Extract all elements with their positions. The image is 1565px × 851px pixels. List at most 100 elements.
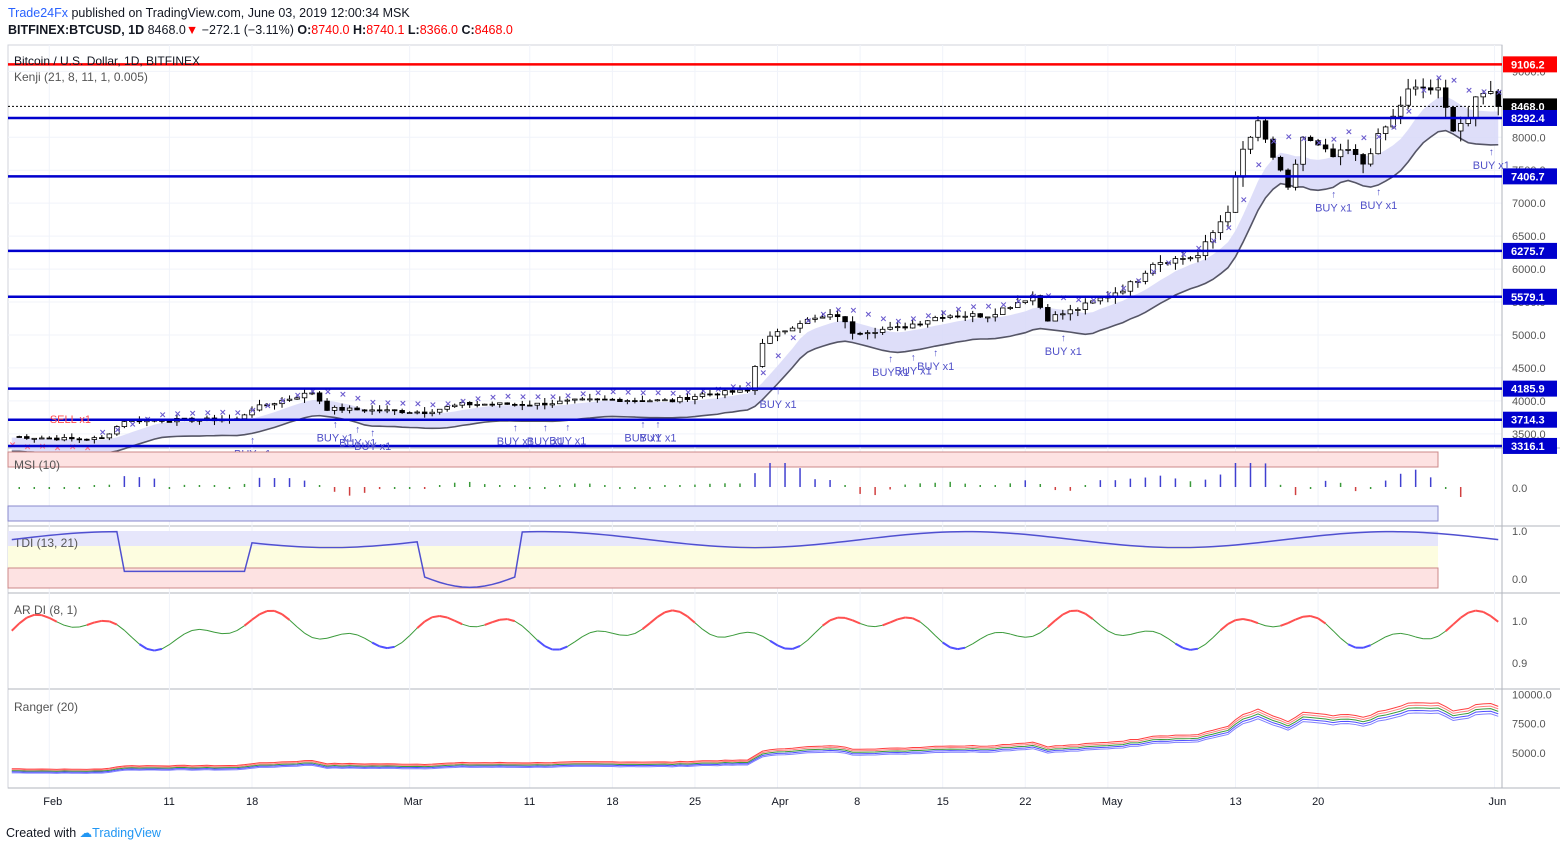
ardi-segment (702, 628, 711, 635)
ardi-segment (724, 634, 733, 638)
candle-body (1082, 302, 1089, 310)
x-tick-label: May (1102, 796, 1123, 808)
candle-body (1225, 211, 1231, 223)
ardi-segment (1054, 613, 1064, 622)
price-label: 5579.1 (1511, 292, 1545, 304)
ardi-segment (401, 635, 410, 643)
candle-body (24, 436, 30, 439)
ardi-segment (311, 636, 320, 640)
ardi-segment (1017, 635, 1026, 638)
ardi-segment (356, 634, 365, 639)
candle-body (677, 397, 683, 403)
sar-mark: × (1420, 86, 1428, 96)
price-label-box (1503, 288, 1557, 305)
candle-body (1412, 86, 1419, 90)
sar-mark: × (69, 443, 77, 453)
chart-frame (7, 44, 1503, 789)
ardi-segment (1010, 633, 1018, 637)
low-value: 8366.0 (419, 23, 458, 37)
candle-body (249, 409, 255, 416)
sar-mark: × (624, 388, 632, 398)
sar-mark: × (129, 420, 137, 430)
price-label: 6275.7 (1511, 246, 1545, 258)
buy-arrow-icon: ↑ (933, 348, 938, 359)
ardi-segment (859, 623, 868, 627)
ardi-segment (1219, 623, 1229, 632)
ardi-segment (1197, 643, 1206, 650)
candle-body (849, 321, 856, 334)
sar-mark: × (1465, 86, 1473, 96)
ardi-segment (41, 614, 50, 619)
ardi-segment (86, 621, 95, 626)
candle-body (662, 399, 668, 402)
candle-body (1180, 258, 1186, 260)
ardi-segment (26, 613, 35, 619)
ardi-segment (627, 633, 636, 636)
ardi-segment (957, 646, 966, 651)
buy-arrow-icon: ↑ (640, 419, 645, 430)
ardi-segment (1452, 616, 1462, 626)
sar-mark: × (1105, 290, 1113, 300)
tdi-line (11, 530, 1499, 589)
ardi-segment (536, 639, 546, 647)
candle-body (414, 411, 420, 414)
candle-body (752, 366, 758, 392)
ardi-segment (499, 618, 508, 621)
candle-body (1390, 115, 1396, 128)
ardi-segment (1047, 619, 1056, 628)
ardi-segment (1437, 630, 1446, 637)
candle-body (579, 398, 586, 401)
sar-mark: × (985, 302, 993, 312)
ardi-segment (184, 630, 193, 635)
sar-mark: × (925, 312, 933, 322)
ardi-segment (56, 621, 65, 626)
ardi-segment (1302, 615, 1311, 618)
candle-body (1030, 295, 1036, 302)
candle-body (1300, 136, 1306, 165)
candle-body (69, 437, 75, 440)
ardi-segment (146, 647, 155, 652)
ardi-segment (1340, 637, 1349, 645)
ardi-segment (334, 633, 343, 637)
ardi-segment (852, 619, 861, 625)
candle-body (1000, 307, 1006, 315)
buy-arrow-icon: ↑ (355, 425, 360, 436)
candle-body (106, 433, 113, 439)
ardi-segment (289, 619, 298, 628)
candle-body (954, 315, 961, 318)
candle-body (1420, 86, 1426, 89)
ardi-segment (799, 639, 808, 647)
ardi-segment (649, 616, 659, 624)
candle-body (346, 407, 353, 411)
ardi-segment (432, 614, 440, 619)
ardi-segment (371, 641, 381, 648)
candle-body (1330, 148, 1336, 158)
candle-body (1277, 156, 1284, 171)
ranger-line (11, 709, 1499, 773)
buy-signal-label: BUY x1 (317, 432, 354, 444)
candle-body (587, 398, 593, 401)
symbol-label[interactable]: BITFINEX:BTCUSD, 1D (8, 23, 145, 37)
candle-body (316, 392, 323, 402)
ardi-segment (154, 647, 163, 652)
ardi-segment (1482, 611, 1492, 617)
ardi-segment (274, 610, 283, 616)
candle-body (99, 437, 105, 440)
ardi-segment (1445, 623, 1454, 632)
tradingview-brand[interactable]: TradingView (92, 826, 161, 840)
ardi-segment (912, 617, 921, 623)
buy-arrow-icon: ↑ (565, 422, 570, 433)
candle-body (54, 437, 60, 441)
candle-body (1457, 123, 1464, 132)
ardi-segment (11, 622, 20, 632)
candle-body (1442, 87, 1449, 108)
candle-body (887, 326, 893, 330)
candle-body (1232, 176, 1239, 213)
sar-mark: × (1090, 296, 1098, 306)
candle-body (482, 403, 488, 406)
ardi-segment (942, 641, 951, 649)
publisher-name[interactable]: Trade24Fx (8, 6, 68, 20)
candle-body (617, 398, 623, 403)
ardi-segment (739, 631, 748, 634)
